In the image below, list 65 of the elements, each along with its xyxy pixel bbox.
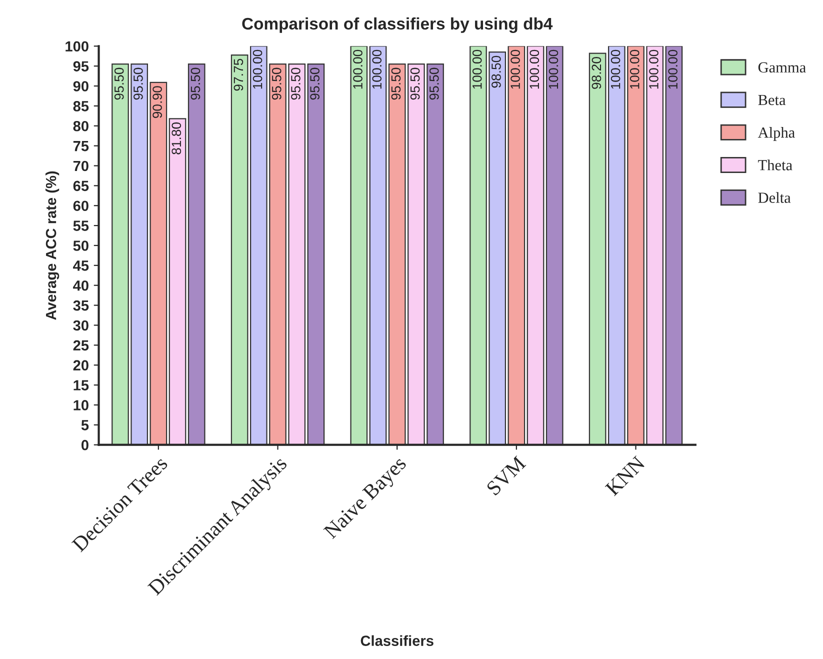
y-tick-label: 55 [73, 220, 89, 231]
y-tick-label: 80 [73, 120, 88, 132]
y-tick-label: 45 [73, 260, 89, 271]
data-label: 95.50 [310, 68, 320, 100]
legend-label: Alpha [758, 126, 795, 141]
bar [526, 46, 544, 445]
data-label: 100.00 [548, 50, 558, 89]
y-tick-label: 100 [66, 41, 88, 52]
bar [168, 118, 186, 445]
x-axis-title: Classifiers [360, 635, 434, 646]
y-tick-label: 70 [73, 160, 88, 172]
data-label: 95.50 [429, 68, 439, 100]
y-tick-label: 65 [73, 180, 89, 192]
data-label: 95.50 [291, 68, 300, 100]
data-label: 100.00 [630, 50, 640, 89]
bar [350, 46, 368, 445]
data-label: 95.50 [134, 68, 143, 100]
bar [150, 82, 168, 445]
data-label: 95.50 [410, 68, 420, 100]
data-label: 90.90 [152, 86, 162, 118]
chart-title: Comparison of classifiers by using db4 [242, 17, 553, 33]
data-label: 100.00 [510, 50, 520, 89]
data-label: 95.50 [272, 68, 282, 100]
legend-label: Delta [758, 192, 791, 203]
legend-label: Beta [758, 94, 786, 106]
data-label: 100.00 [472, 50, 482, 89]
y-tick-label: 15 [74, 380, 89, 390]
data-label: 100.00 [353, 50, 362, 89]
data-label: 100.00 [372, 50, 382, 89]
bar [546, 46, 564, 445]
y-tick-label: 20 [73, 360, 88, 371]
y-tick-label: 30 [73, 320, 88, 331]
bar [369, 46, 387, 445]
data-label: 100.00 [610, 50, 620, 89]
y-axis-title: Average ACC rate (%) [45, 171, 60, 320]
y-tick-label: 75 [73, 141, 89, 152]
data-label: 100.00 [252, 50, 262, 89]
y-tick-label: 0 [82, 440, 88, 450]
y-tick-label: 40 [73, 280, 88, 291]
data-label: 95.50 [114, 68, 124, 100]
bar [508, 46, 526, 445]
bar [307, 64, 325, 445]
data-label: 100.00 [668, 50, 678, 89]
data-label: 97.75 [234, 58, 244, 91]
data-label: 98.50 [492, 56, 501, 88]
y-tick-label: 25 [73, 340, 89, 351]
y-tick-label: 35 [73, 300, 89, 311]
data-label: 95.50 [391, 68, 401, 100]
bar [665, 46, 683, 445]
y-tick-label: 90 [73, 81, 88, 92]
data-label: 98.20 [592, 57, 602, 89]
y-tick-label: 85 [73, 101, 89, 112]
data-label: 81.80 [172, 122, 182, 154]
y-tick-label: 5 [81, 420, 89, 430]
y-tick-label: 50 [73, 240, 88, 251]
bar [188, 64, 206, 445]
legend-label: Theta [758, 160, 792, 170]
bar [230, 54, 248, 445]
y-tick-label: 95 [73, 61, 89, 72]
y-tick-label: 60 [73, 200, 88, 212]
y-tick-label: 10 [74, 400, 88, 410]
data-label: 100.00 [530, 50, 540, 89]
data-label: 95.50 [190, 68, 200, 100]
data-label: 100.00 [649, 50, 658, 89]
legend-label: Gamma [758, 62, 806, 73]
